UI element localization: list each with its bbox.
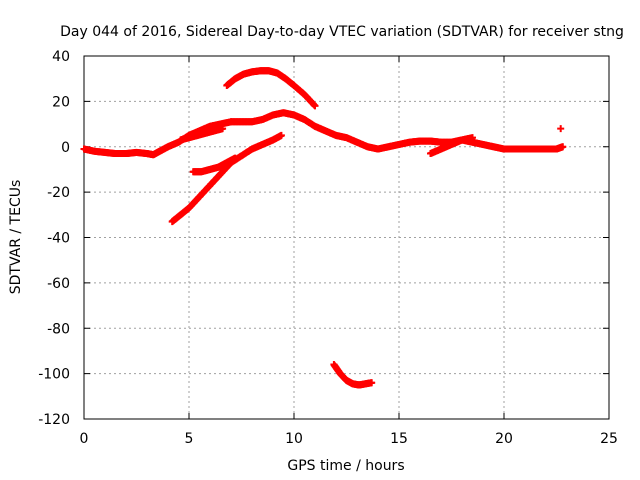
series-point-isolated: [557, 125, 565, 133]
data-point: [311, 102, 319, 110]
series-segment-late-dip: [427, 134, 476, 158]
series-short-segment-mid: [177, 125, 227, 144]
data-points: [80, 67, 567, 389]
data-point: [219, 125, 227, 133]
axis-ticks: [83, 55, 610, 420]
y-axis-label: SDTVAR / TECUs: [8, 180, 24, 295]
data-point: [231, 154, 239, 162]
y-tick-label: -100: [38, 367, 70, 383]
x-axis-label: GPS time / hours: [287, 458, 404, 474]
x-tick-labels: 0 5 10 15 20 25: [80, 431, 618, 447]
series-hump-mid: [227, 109, 382, 153]
y-tick-label: -80: [47, 321, 70, 337]
x-tick-label: 15: [390, 431, 408, 447]
x-tick-label: 5: [185, 431, 194, 447]
series-short-segment-low: [189, 154, 239, 176]
y-tick-label: -20: [47, 185, 70, 201]
data-point: [559, 143, 567, 151]
y-tick-labels: 40 20 0 -20 -40 -60 -80 -100 -120: [38, 49, 70, 428]
series-arc-high: [223, 67, 319, 110]
x-tick-label: 20: [495, 431, 513, 447]
y-tick-label: 20: [52, 94, 70, 110]
series-arc-negative: [330, 361, 376, 389]
x-tick-label: 25: [600, 431, 618, 447]
chart-title: Day 044 of 2016, Sidereal Day-to-day VTE…: [60, 24, 624, 40]
x-tick-label: 10: [285, 431, 303, 447]
y-tick-label: 0: [61, 140, 70, 156]
y-tick-label: 40: [52, 49, 70, 65]
y-tick-label: -120: [38, 412, 70, 428]
x-tick-label: 0: [80, 431, 89, 447]
data-point: [277, 131, 285, 139]
y-tick-label: -40: [47, 231, 70, 247]
data-point: [469, 134, 476, 142]
y-tick-label: -60: [47, 276, 70, 292]
data-point: [368, 379, 376, 387]
data-point: [557, 125, 565, 133]
